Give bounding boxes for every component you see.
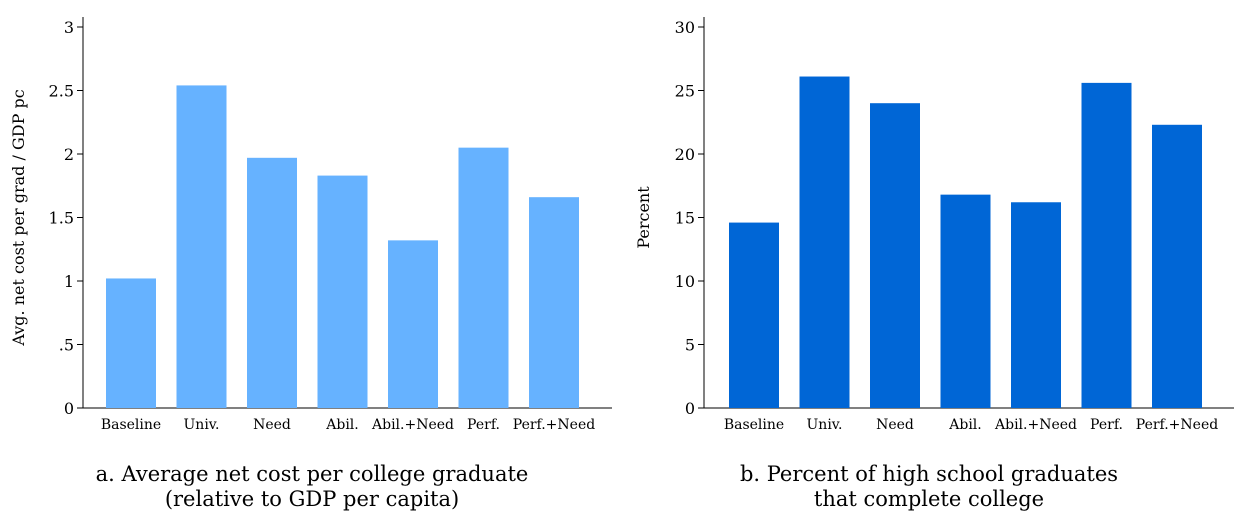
bar	[106, 278, 156, 408]
chart-a-caption-line-2: (relative to GDP per capita)	[164, 487, 460, 511]
x-tick-label: Abil.+Need	[994, 417, 1077, 433]
bar	[940, 194, 991, 408]
y-tick-label: 1.5	[49, 209, 74, 228]
chart-b-caption-line-1: b. Percent of high school graduates	[739, 462, 1119, 486]
x-tick-label: Need	[253, 417, 291, 433]
chart-b-caption-line-2: that complete college	[813, 487, 1045, 511]
y-tick-label: 5	[685, 336, 695, 355]
chart-a-caption-line-1: a. Average net cost per college graduate	[95, 462, 529, 486]
x-tick-label: Univ.	[807, 417, 843, 433]
bar	[317, 175, 368, 408]
bar	[729, 222, 779, 408]
x-tick-label: Need	[876, 417, 914, 433]
bar	[176, 85, 227, 409]
chart-a-caption: a. Average net cost per college graduate…	[12, 462, 612, 512]
x-tick-label: Perf.+Need	[513, 417, 595, 433]
x-tick-label: Univ.	[184, 417, 220, 433]
bar	[799, 76, 850, 408]
chart-b-caption: b. Percent of high school graduates that…	[629, 462, 1229, 512]
y-tick-label: .5	[59, 336, 74, 355]
bar	[529, 197, 579, 408]
y-tick-label: 3	[64, 18, 74, 37]
x-tick-label: Baseline	[724, 417, 784, 433]
y-tick-label: 2.5	[49, 82, 74, 101]
bar	[1011, 202, 1061, 408]
x-tick-label: Abil.+Need	[371, 417, 454, 433]
y-axis-label: Percent	[634, 186, 653, 249]
bar	[247, 157, 297, 408]
y-tick-label: 15	[675, 209, 695, 228]
x-tick-label: Perf.	[1090, 417, 1123, 433]
bar	[1152, 124, 1202, 408]
bar	[458, 147, 509, 408]
x-tick-label: Perf.+Need	[1136, 417, 1218, 433]
x-tick-label: Perf.	[467, 417, 500, 433]
y-tick-label: 0	[64, 399, 74, 418]
x-tick-label: Abil.	[948, 417, 981, 433]
chart-b: 0 5 10 15 20 25 30 Percent Baseline Univ. Need Abil…	[634, 17, 1234, 433]
y-axis-label: Avg. net cost per grad / GDP pc	[9, 89, 28, 346]
bar	[388, 240, 438, 408]
x-tick-label: Abil.	[325, 417, 358, 433]
y-tick-label: 25	[675, 82, 695, 101]
y-tick-label: 20	[675, 145, 695, 164]
y-tick-label: 10	[675, 272, 695, 291]
y-tick-label: 1	[64, 272, 74, 291]
y-tick-label: 2	[64, 145, 74, 164]
y-tick-label: 0	[685, 399, 695, 418]
charts-canvas: 0 .5 1 1.5 2 2.5 3 Avg. net cost per grad / GDP…	[9, 17, 1234, 433]
bar	[870, 103, 920, 408]
y-tick-label: 30	[675, 18, 695, 37]
x-tick-label: Baseline	[101, 417, 161, 433]
chart-a: 0 .5 1 1.5 2 2.5 3 Avg. net cost per grad / GDP…	[9, 17, 612, 433]
bar	[1081, 82, 1132, 408]
